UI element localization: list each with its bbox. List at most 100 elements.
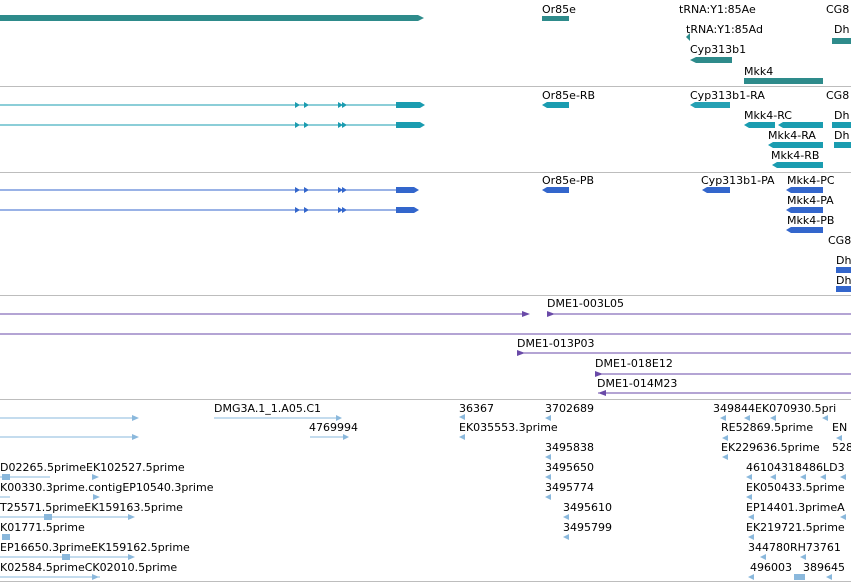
gene-label[interactable]: tRNA:Y1:85Ad bbox=[686, 23, 763, 36]
transcript-label[interactable]: Dh bbox=[834, 109, 850, 122]
clone-glyph[interactable] bbox=[522, 311, 530, 317]
clone-glyph[interactable] bbox=[517, 350, 525, 356]
clone-glyph[interactable] bbox=[595, 371, 603, 377]
est-label[interactable]: 3495610 bbox=[563, 501, 612, 514]
gene-glyph[interactable] bbox=[744, 78, 823, 84]
gene-label[interactable]: tRNA:Y1:85Ae bbox=[679, 3, 756, 16]
est-label[interactable]: 3702689 bbox=[545, 402, 594, 415]
est-label[interactable]: 3495650 bbox=[545, 461, 594, 474]
transcript-glyph[interactable] bbox=[542, 102, 569, 108]
est-glyph[interactable] bbox=[62, 554, 135, 560]
transcript-glyph[interactable] bbox=[396, 122, 425, 128]
gene-label[interactable]: Or85e bbox=[542, 3, 576, 16]
protein-label[interactable]: Dh bbox=[836, 274, 851, 287]
transcript-glyph[interactable] bbox=[690, 102, 730, 108]
clone-label[interactable]: DME1-013P03 bbox=[517, 337, 595, 350]
est-label[interactable]: K01771.5prime bbox=[0, 521, 85, 534]
est-glyph[interactable] bbox=[92, 574, 99, 580]
protein-glyph[interactable] bbox=[396, 187, 419, 193]
est-label[interactable]: RE52869.5prime bbox=[721, 421, 814, 434]
track-separator-2 bbox=[0, 172, 851, 173]
transcript-glyph[interactable] bbox=[396, 102, 425, 108]
protein-glyph[interactable] bbox=[786, 207, 823, 213]
transcript-glyph[interactable] bbox=[834, 142, 851, 148]
protein-label[interactable]: Or85e-PB bbox=[542, 174, 595, 187]
est-label[interactable]: 349844EK070930.5pri bbox=[713, 402, 837, 415]
clone-glyph[interactable] bbox=[598, 390, 606, 396]
protein-track bbox=[0, 187, 851, 292]
protein-glyph[interactable] bbox=[786, 227, 823, 233]
est-glyph[interactable] bbox=[132, 434, 139, 440]
est-label[interactable]: EN bbox=[832, 421, 848, 434]
est-label[interactable]: 3495774 bbox=[545, 481, 594, 494]
clone-label[interactable]: DME1-003L05 bbox=[547, 297, 624, 310]
transcript-label[interactable]: CG8 bbox=[826, 89, 850, 102]
gene-label[interactable]: Cyp313b1 bbox=[690, 43, 747, 56]
transcript-glyph[interactable] bbox=[772, 162, 823, 168]
gene-label[interactable]: Dh bbox=[834, 23, 850, 36]
transcript-label[interactable]: Dh bbox=[834, 129, 850, 142]
gene-glyph[interactable] bbox=[542, 16, 569, 21]
protein-glyph[interactable] bbox=[836, 286, 851, 292]
est-label[interactable]: D02265.5primeEK102527.5prime bbox=[0, 461, 185, 474]
est-label[interactable]: 3495799 bbox=[563, 521, 612, 534]
gene-glyph[interactable] bbox=[686, 33, 690, 41]
transcript-glyph[interactable] bbox=[768, 142, 823, 148]
transcript-label[interactable]: Mkk4-RA bbox=[768, 129, 816, 142]
est-label[interactable]: EK050433.5prime bbox=[746, 481, 845, 494]
transcript-glyph[interactable] bbox=[744, 122, 823, 128]
gene-label[interactable]: CG8 bbox=[826, 3, 850, 16]
gene-label[interactable]: Mkk4 bbox=[744, 65, 774, 78]
est-label[interactable]: 496003 bbox=[750, 561, 792, 574]
gene-track bbox=[0, 15, 851, 84]
est-glyph[interactable] bbox=[93, 494, 100, 500]
est-label[interactable]: K00330.3prime.contigEP10540.3prime bbox=[0, 481, 214, 494]
track-separator-1 bbox=[0, 86, 851, 87]
transcript-label[interactable]: Mkk4-RC bbox=[744, 109, 792, 122]
est-track bbox=[0, 414, 846, 580]
gene-glyph[interactable] bbox=[690, 57, 732, 63]
est-label[interactable]: 4769994 bbox=[309, 421, 358, 434]
est-label[interactable]: EK219721.5prime bbox=[746, 521, 845, 534]
protein-label[interactable]: Cyp313b1-PA bbox=[701, 174, 775, 187]
clone-glyph[interactable] bbox=[547, 311, 555, 317]
est-label[interactable]: 3495838 bbox=[545, 441, 594, 454]
est-label[interactable]: EP16650.3primeEK159162.5prime bbox=[0, 541, 190, 554]
gene-glyph[interactable] bbox=[0, 15, 424, 21]
est-label[interactable]: EK229636.5prime bbox=[721, 441, 820, 454]
est-glyph[interactable] bbox=[343, 434, 349, 440]
transcript-label[interactable]: Or85e-RB bbox=[542, 89, 596, 102]
clone-label[interactable]: DME1-014M23 bbox=[597, 377, 678, 390]
protein-glyph[interactable] bbox=[542, 187, 569, 193]
protein-label[interactable]: Dh bbox=[836, 254, 851, 267]
est-glyph[interactable] bbox=[545, 415, 569, 540]
est-label[interactable]: EK035553.3prime bbox=[459, 421, 558, 434]
est-label[interactable]: 344780RH73761 bbox=[748, 541, 841, 554]
est-glyph[interactable] bbox=[132, 415, 139, 421]
est-label[interactable]: 528 bbox=[832, 441, 851, 454]
protein-label[interactable]: Mkk4-PB bbox=[787, 214, 835, 227]
transcript-label[interactable]: Cyp313b1-RA bbox=[690, 89, 765, 102]
clone-label[interactable]: DME1-018E12 bbox=[595, 357, 673, 370]
est-label[interactable]: DMG3A.1_1.A05.C1 bbox=[214, 402, 322, 415]
track-separator-5 bbox=[0, 581, 851, 582]
est-label[interactable]: 389645 bbox=[803, 561, 845, 574]
est-label[interactable]: T25571.5primeEK159163.5prime bbox=[0, 501, 183, 514]
est-label[interactable]: EP14401.3primeA bbox=[746, 501, 845, 514]
est-glyph[interactable] bbox=[459, 414, 465, 440]
est-label[interactable]: K02584.5primeCK02010.5prime bbox=[0, 561, 178, 574]
gene-glyph[interactable] bbox=[832, 38, 851, 44]
protein-label[interactable]: CG8 bbox=[828, 234, 851, 247]
protein-glyph[interactable] bbox=[786, 187, 823, 193]
est-glyph[interactable] bbox=[2, 534, 10, 540]
protein-label[interactable]: Mkk4-PA bbox=[787, 194, 834, 207]
protein-glyph[interactable] bbox=[702, 187, 730, 193]
protein-glyph[interactable] bbox=[836, 267, 851, 273]
transcript-glyph[interactable] bbox=[832, 122, 851, 128]
est-label[interactable]: 36367 bbox=[459, 402, 494, 415]
protein-glyph[interactable] bbox=[396, 207, 419, 213]
est-label[interactable]: 46104318486LD3 bbox=[746, 461, 845, 474]
transcript-label[interactable]: Mkk4-RB bbox=[771, 149, 820, 162]
protein-label[interactable]: Mkk4-PC bbox=[787, 174, 835, 187]
